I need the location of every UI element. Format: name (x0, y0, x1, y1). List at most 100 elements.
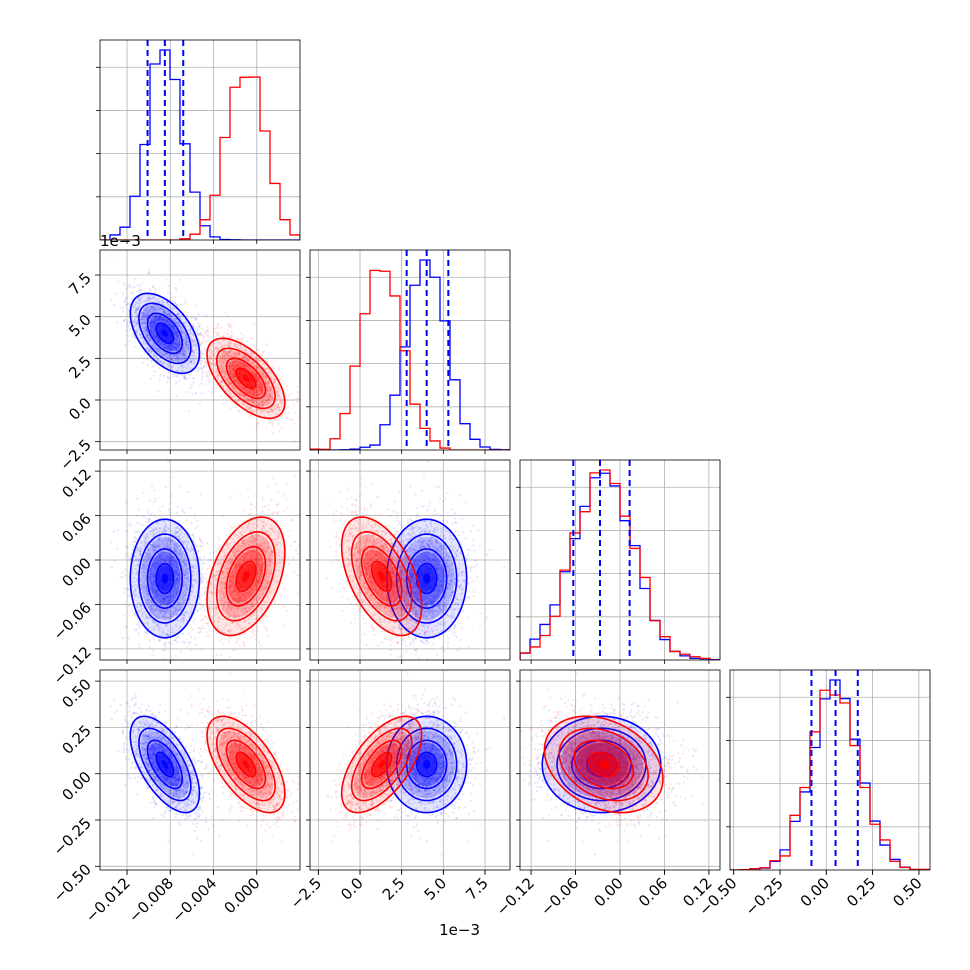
sample-point (140, 318, 143, 321)
sample-point (176, 331, 179, 334)
sample-point (197, 369, 200, 372)
sample-point (175, 318, 178, 321)
sample-point (201, 359, 204, 363)
sample-point (158, 316, 161, 319)
sample-point (178, 360, 181, 363)
sample-point (255, 388, 258, 391)
sample-point (154, 347, 157, 350)
sample-point (163, 362, 166, 365)
sample-point (172, 307, 175, 310)
sample-point (262, 350, 265, 353)
sample-point (228, 370, 231, 373)
sample-point (167, 346, 170, 349)
sample-point (162, 346, 165, 349)
sample-point (153, 327, 156, 330)
sample-point (159, 638, 162, 642)
sample-point (238, 351, 241, 355)
sample-point (151, 330, 155, 333)
sample-point (180, 364, 183, 367)
sample-point (241, 385, 244, 388)
sample-point (180, 352, 183, 355)
sample-point (198, 325, 201, 328)
sample-point (153, 321, 156, 324)
sample-point (185, 340, 188, 343)
sample-point (150, 350, 154, 353)
sample-point (156, 319, 159, 322)
sample-point (193, 516, 196, 519)
sample-point (188, 410, 191, 413)
sample-point (149, 337, 152, 340)
sample-point (189, 374, 192, 377)
sample-point (173, 328, 176, 331)
sample-point (171, 308, 174, 311)
sample-point (176, 348, 179, 351)
sample-point (216, 334, 219, 337)
sample-point (154, 298, 157, 301)
sample-point (188, 348, 191, 351)
sample-point (155, 334, 158, 337)
sample-point (152, 305, 155, 308)
sample-point (200, 350, 203, 353)
sample-point (173, 319, 176, 322)
sample-point (259, 393, 262, 396)
sample-point (135, 302, 138, 305)
sample-point (252, 392, 255, 395)
sample-point (206, 334, 209, 337)
sample-point (230, 375, 233, 379)
sample-point (229, 349, 232, 352)
sample-point (110, 254, 113, 257)
sample-point (149, 293, 152, 297)
sample-point (176, 342, 179, 345)
sample-point (152, 330, 155, 333)
sample-point (210, 362, 213, 365)
sample-point (165, 319, 168, 323)
sample-point (201, 334, 204, 337)
sample-point (155, 355, 158, 358)
sample-point (178, 352, 181, 355)
sample-point (199, 355, 203, 358)
sample-point (235, 359, 239, 362)
sample-point (180, 331, 183, 334)
sample-point (158, 318, 161, 321)
sample-point (226, 343, 229, 346)
sample-point (155, 314, 158, 317)
sample-point (261, 403, 264, 406)
sample-point (145, 327, 148, 330)
sample-point (156, 337, 159, 340)
sample-point (228, 355, 231, 358)
sample-point (261, 400, 264, 403)
sample-point (204, 609, 207, 613)
sample-point (171, 324, 174, 327)
sample-point (124, 574, 128, 577)
sample-point (231, 352, 235, 355)
sample-point (268, 408, 271, 411)
sample-point (266, 390, 269, 393)
sample-point (157, 339, 160, 343)
sample-point (157, 337, 160, 340)
sample-point (174, 295, 177, 298)
sample-point (269, 387, 272, 390)
sample-point (238, 381, 241, 385)
sample-point (184, 354, 187, 357)
sample-point (146, 311, 149, 314)
sample-point (257, 357, 260, 360)
sample-point (176, 322, 179, 325)
sample-point (167, 319, 170, 322)
sample-point (156, 339, 159, 342)
sample-point (262, 410, 265, 413)
sample-point (151, 309, 154, 312)
sample-point (172, 326, 176, 330)
sample-point (158, 348, 161, 351)
sample-point (169, 315, 172, 318)
sample-point (264, 382, 267, 385)
sample-point (174, 330, 177, 334)
sample-point (161, 362, 164, 366)
sample-point (170, 324, 173, 327)
sample-point (250, 350, 253, 354)
sample-point (144, 326, 148, 329)
sample-point (152, 356, 155, 359)
sample-point (174, 347, 177, 350)
sample-point (176, 355, 179, 358)
sample-point (264, 374, 267, 377)
sample-point (164, 345, 167, 348)
